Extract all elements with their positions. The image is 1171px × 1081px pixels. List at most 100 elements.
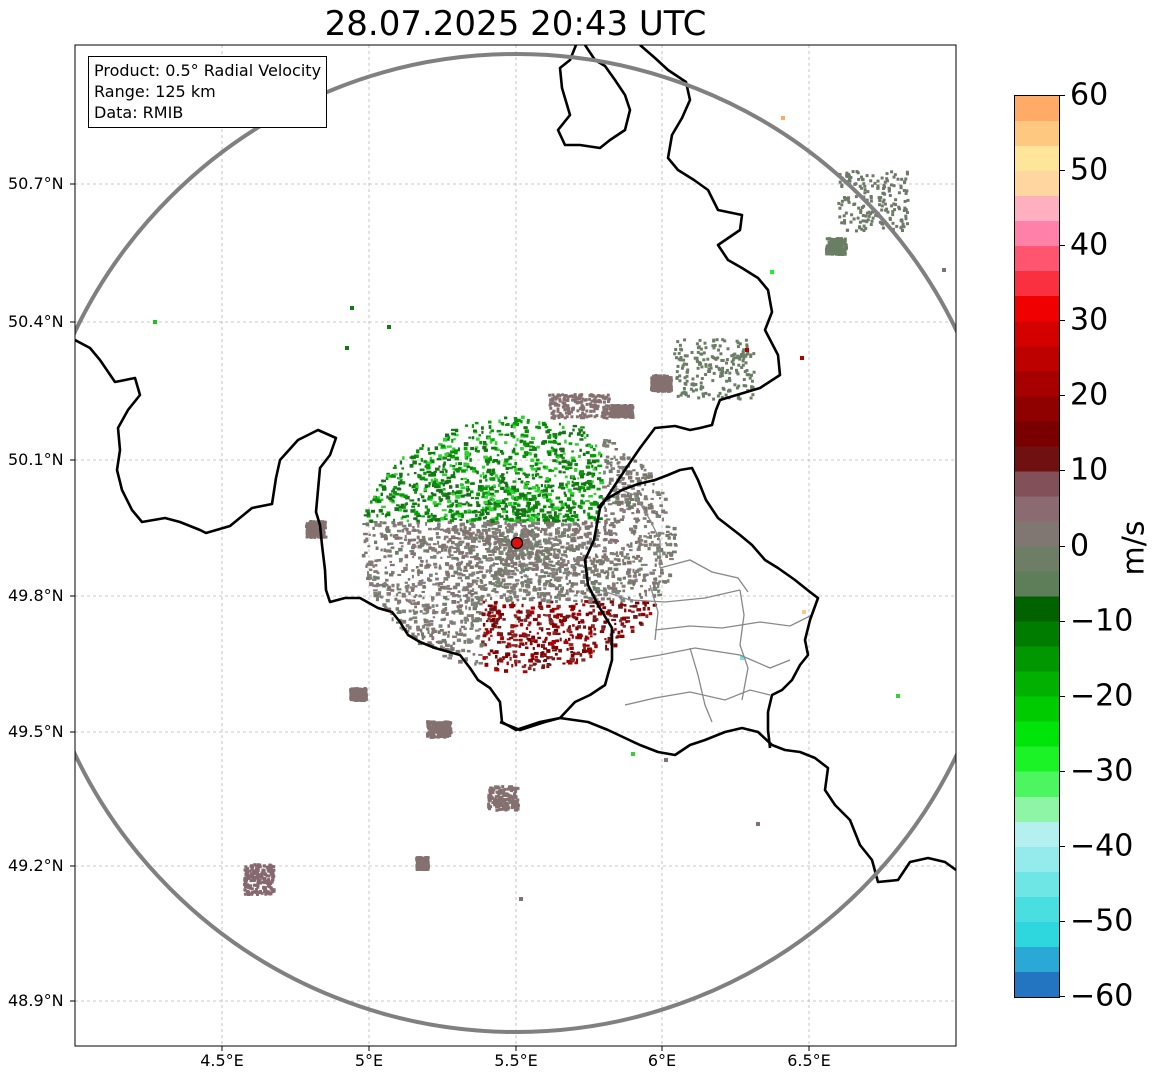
echo-pixel xyxy=(678,374,682,378)
echo-pixel xyxy=(891,210,895,213)
echo-pixel xyxy=(614,628,617,631)
echo-pixel xyxy=(422,538,426,542)
echo-pixel xyxy=(545,493,548,496)
echo-pixel xyxy=(616,469,621,474)
echo-pixel xyxy=(476,492,481,497)
echo-pixel xyxy=(517,512,521,515)
echo-pixel xyxy=(422,612,427,615)
echo-pixel xyxy=(599,400,603,404)
echo-pixel xyxy=(254,871,258,875)
echo-pixel xyxy=(575,400,579,404)
echo-pixel xyxy=(480,485,484,488)
echo-pixel xyxy=(604,638,607,641)
echo-pixel xyxy=(523,473,528,476)
echo-pixel xyxy=(429,622,434,626)
echo-pixel xyxy=(421,495,425,499)
echo-pixel xyxy=(558,648,563,653)
echo-pixel xyxy=(526,544,530,547)
echo-pixel xyxy=(555,395,559,399)
echo-pixel xyxy=(541,527,544,531)
echo-pixel xyxy=(508,800,512,804)
echo-pixel xyxy=(533,563,539,567)
echo-pixel xyxy=(576,612,582,616)
echo-pixel xyxy=(504,441,508,445)
echo-pixel xyxy=(837,201,841,205)
echo-pixel xyxy=(555,459,559,463)
echo-pixel xyxy=(858,226,862,230)
echo-pixel xyxy=(679,393,683,397)
echo-pixel xyxy=(479,566,484,570)
echo-pixel xyxy=(506,423,510,426)
echo-pixel xyxy=(553,548,557,551)
echo-pixel xyxy=(243,878,247,882)
echo-pixel xyxy=(475,545,479,548)
echo-pixel xyxy=(750,385,754,389)
echo-pixel xyxy=(666,530,670,534)
echo-pixel xyxy=(515,520,520,524)
echo-pixel xyxy=(632,469,636,472)
echo-pixel xyxy=(847,196,851,200)
echo-pixel xyxy=(488,798,492,802)
echo-pixel xyxy=(527,555,533,558)
echo-pixel xyxy=(558,590,562,595)
echo-pixel xyxy=(550,484,555,487)
echo-pixel xyxy=(548,617,552,622)
echo-pixel xyxy=(492,468,496,471)
echo-pixel xyxy=(378,523,382,528)
echo-pixel xyxy=(412,555,415,559)
echo-pixel xyxy=(534,473,538,477)
echo-pixel xyxy=(370,509,376,513)
echo-pixel xyxy=(504,481,508,485)
echo-pixel xyxy=(393,473,398,476)
echo-pixel xyxy=(459,598,462,602)
echo-pixel xyxy=(472,545,476,549)
echo-pixel xyxy=(419,563,423,567)
echo-pixel xyxy=(417,860,421,864)
echo-pixel xyxy=(858,220,862,224)
echo-pixel xyxy=(558,509,562,512)
echo-pixel xyxy=(543,587,547,590)
echo-pixel xyxy=(402,456,405,460)
echo-pixel xyxy=(554,512,557,516)
echo-pixel xyxy=(478,536,484,540)
echo-pixel xyxy=(439,733,443,737)
echo-pixel xyxy=(476,450,480,453)
echo-pixel xyxy=(442,731,446,735)
echo-pixel xyxy=(831,238,835,242)
echo-pixel xyxy=(487,795,491,799)
echo-pixel xyxy=(441,726,445,730)
echo-pixel xyxy=(476,562,480,565)
echo-pixel xyxy=(608,532,612,537)
echo-pixel xyxy=(411,485,416,489)
echo-pixel xyxy=(904,177,908,181)
echo-pixel xyxy=(405,624,410,628)
echo-pixel xyxy=(547,452,552,456)
echo-pixel xyxy=(451,528,455,532)
echo-pixel xyxy=(732,353,736,357)
echo-pixel xyxy=(381,485,386,489)
echo-pixel xyxy=(419,866,423,869)
echo-pixel xyxy=(459,632,464,637)
echo-pixel xyxy=(529,464,535,468)
echo-pixel xyxy=(892,202,896,206)
echo-pixel xyxy=(880,204,884,208)
echo-pixel xyxy=(472,531,475,535)
echo-pixel xyxy=(540,552,546,556)
echo-pixel xyxy=(518,521,522,524)
echo-pixel xyxy=(532,509,535,513)
echo-pixel xyxy=(549,449,554,453)
echo-pixel xyxy=(629,605,635,608)
echo-pixel xyxy=(624,497,630,502)
echo-pixel xyxy=(566,480,571,485)
echo-pixel xyxy=(528,597,534,602)
echo-pixel xyxy=(586,486,591,491)
echo-pixel xyxy=(425,856,429,859)
echo-pixel xyxy=(551,440,556,444)
echo-pixel xyxy=(518,634,524,638)
echo-pixel xyxy=(589,630,593,633)
echo-pixel xyxy=(539,605,543,610)
echo-pixel xyxy=(550,504,554,509)
echo-pixel xyxy=(736,345,740,349)
echo-pixel xyxy=(629,549,633,552)
echo-pixel xyxy=(613,538,618,543)
